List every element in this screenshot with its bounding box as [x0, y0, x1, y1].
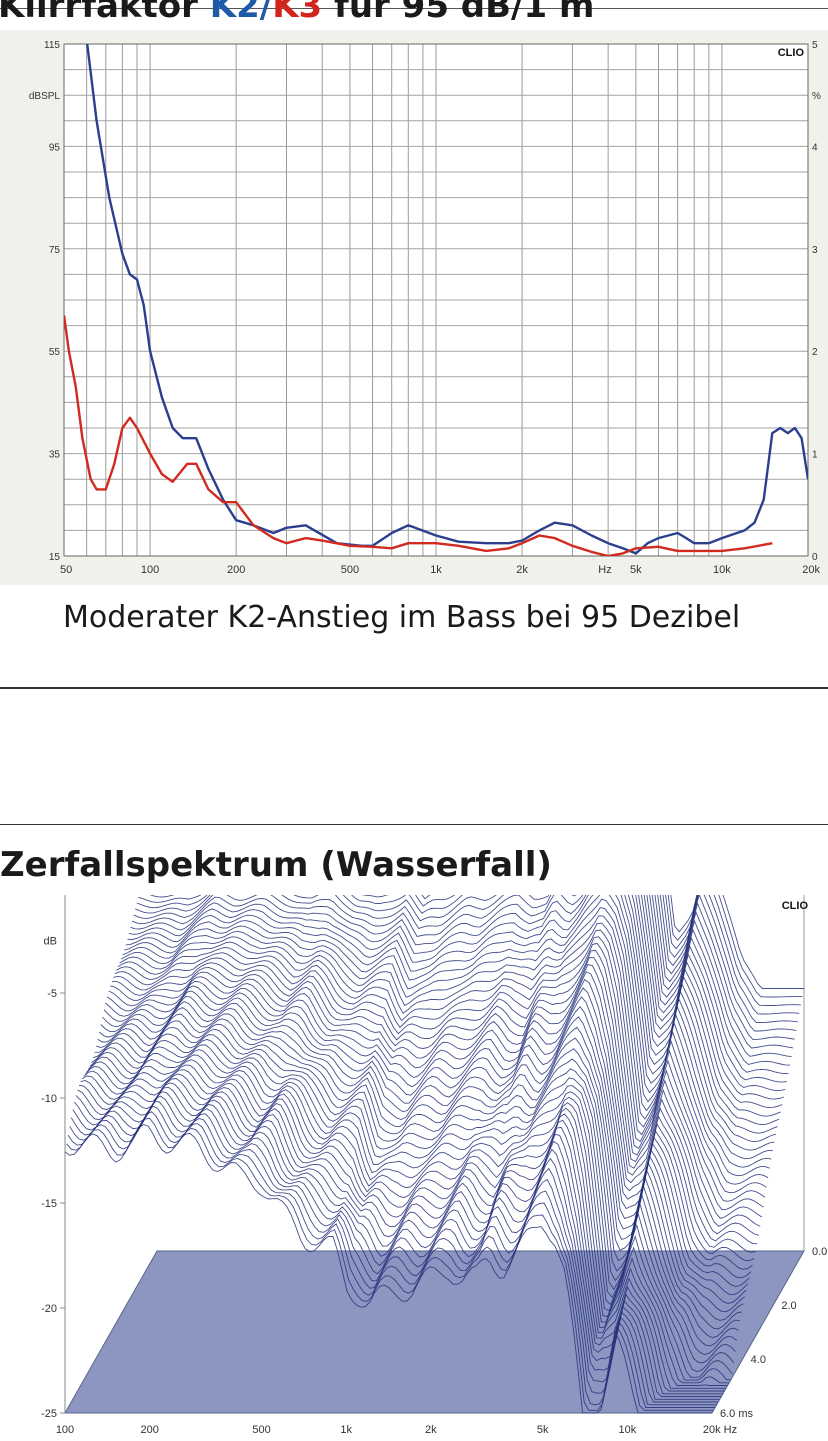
y2-tick-label: 3 — [812, 245, 818, 256]
time-tick-label: 4.0 — [751, 1354, 766, 1366]
freq-tick-label: 200 — [140, 1424, 158, 1436]
title-k2-text: K2 — [209, 0, 260, 26]
db-tick-label: -15 — [41, 1198, 57, 1210]
waterfall-slice — [81, 1069, 730, 1384]
freq-tick-label: 10k — [618, 1424, 636, 1436]
time-tick-label: 0.0 — [812, 1246, 827, 1258]
waterfall-slice — [651, 895, 794, 1049]
freq-tick-label: 500 — [252, 1424, 270, 1436]
x-tick-label: 2k — [516, 564, 528, 576]
title-k3-text: K3 — [272, 0, 323, 26]
y-tick-label: 55 — [49, 347, 61, 358]
freq-tick-label: 2k — [425, 1424, 437, 1436]
y-tick-label: 35 — [49, 450, 61, 461]
time-tick-label: 2.0 — [781, 1300, 796, 1312]
y2-tick-label: 2 — [812, 347, 818, 358]
x-tick-label: 5k — [630, 564, 642, 576]
waterfall-slice — [149, 895, 787, 1083]
waterfall-slice — [108, 976, 756, 1253]
waterfall-slice — [83, 1064, 731, 1381]
waterfall-slice — [111, 963, 759, 1236]
x-tick-label: 500 — [341, 564, 359, 576]
waterfall-slice — [116, 942, 764, 1211]
waterfall-slice — [136, 895, 784, 1100]
waterfall-slice — [110, 971, 758, 1245]
y-tick-label: 15 — [49, 552, 61, 563]
db-tick-label: -25 — [41, 1408, 57, 1420]
y-tick-label: 95 — [49, 142, 61, 153]
waterfall-slice — [64, 1124, 712, 1414]
y-axis-unit: dBSPL — [29, 91, 61, 102]
x-tick-label: 10k — [713, 564, 731, 576]
waterfall-slice — [114, 949, 763, 1219]
top-rule — [0, 8, 828, 9]
waterfall-slice — [113, 957, 761, 1227]
title-main-text: Klirrfaktor — [0, 0, 210, 26]
waterfall-slice — [117, 936, 766, 1202]
x-tick-label: 100 — [141, 564, 159, 576]
waterfall-slice — [78, 1078, 726, 1389]
distortion-chart: 115 95 75 55 35 15 5 4 3 2 1 0 dBSPL % CLIO 50 100 200 500… — [0, 30, 828, 585]
db-axis-unit: dB — [44, 936, 57, 948]
x-tick-label: 50 — [60, 564, 72, 576]
waterfall-slice — [657, 895, 797, 1032]
db-tick-label: -5 — [47, 988, 57, 1000]
y-tick-label: 115 — [44, 40, 60, 51]
x-tick-label: 20k — [802, 564, 820, 576]
y2-tick-label: 5 — [812, 40, 818, 51]
y2-tick-label: 0 — [812, 552, 818, 563]
section-divider — [0, 687, 828, 689]
db-tick-label: -10 — [41, 1093, 57, 1105]
y2-tick-label: 1 — [812, 450, 818, 461]
x-tick-label: 1k — [430, 564, 442, 576]
title-rest-text: für 95 dB/1 m — [322, 0, 595, 26]
waterfall-slice — [421, 895, 791, 1066]
freq-tick-label: 20k Hz — [703, 1424, 737, 1436]
waterfall-slice — [86, 1054, 735, 1372]
x-tick-label: 200 — [227, 564, 245, 576]
section-divider — [0, 824, 828, 825]
brand-label: CLIO — [782, 900, 809, 912]
freq-tick-label: 5k — [537, 1424, 549, 1436]
waterfall-slice — [138, 895, 786, 1092]
waterfall-slice — [654, 895, 795, 1041]
x-tick-label: Hz — [598, 564, 611, 576]
y-tick-label: 75 — [49, 245, 61, 256]
k3-series-line — [64, 315, 773, 556]
waterfall-slice — [84, 1059, 733, 1378]
distortion-chart-title: Klirrfaktor K2/K3 für 95 dB/1 m — [0, 0, 594, 26]
y2-tick-label: 4 — [812, 142, 818, 153]
freq-tick-label: 100 — [56, 1424, 74, 1436]
waterfall-slice — [77, 1082, 725, 1392]
y2-axis-unit: % — [812, 91, 821, 102]
waterfall-slice — [66, 1117, 714, 1411]
time-tick-label: 6.0 ms — [720, 1408, 754, 1420]
db-tick-label: -20 — [41, 1303, 57, 1315]
waterfall-slice — [362, 895, 789, 1075]
plot-frame — [63, 43, 809, 557]
waterfall-slice — [80, 1073, 728, 1386]
freq-tick-label: 1k — [340, 1424, 352, 1436]
waterfall-slice — [649, 895, 792, 1058]
brand-label: CLIO — [778, 47, 805, 59]
waterfall-chart-title: Zerfallspektrum (Wasserfall) — [0, 845, 552, 885]
distortion-caption: Moderater K2-Anstieg im Bass bei 95 Dezi… — [63, 600, 741, 635]
title-slash: / — [259, 0, 273, 26]
k2-series-line — [86, 44, 808, 555]
